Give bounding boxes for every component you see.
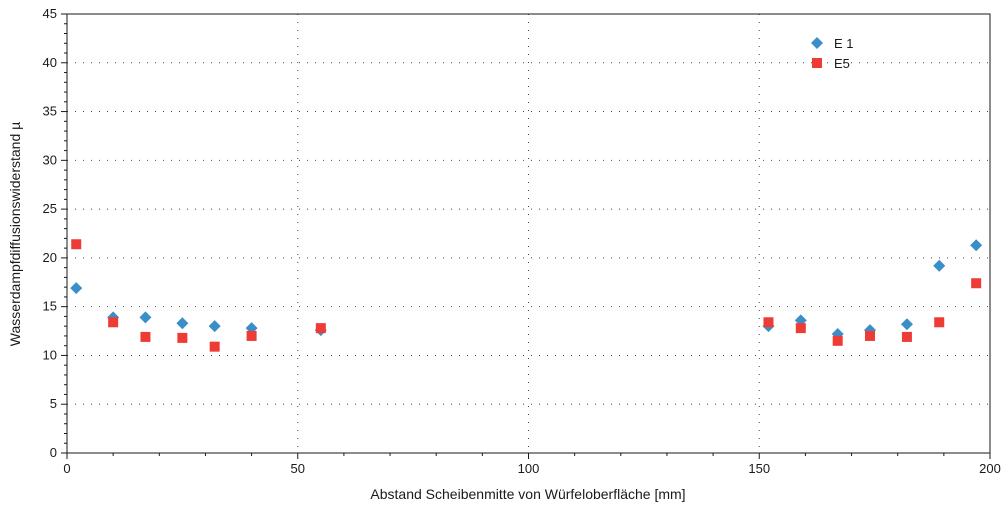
x-tick-label: 150 <box>748 461 770 476</box>
y-tick-label: 40 <box>43 55 57 70</box>
data-point-e5 <box>763 317 774 328</box>
data-point-e5 <box>177 332 188 343</box>
legend-label: E 1 <box>834 36 854 51</box>
legend-marker-e5 <box>812 58 822 68</box>
y-tick-label: 0 <box>50 445 57 460</box>
y-tick-label: 5 <box>50 396 57 411</box>
data-point-e1 <box>970 239 983 252</box>
data-point-e5 <box>865 330 876 341</box>
y-tick-label: 45 <box>43 6 57 21</box>
data-point-e5 <box>901 331 912 342</box>
x-tick-label: 100 <box>518 461 540 476</box>
data-point-e5 <box>971 278 982 289</box>
y-tick-label: 25 <box>43 201 57 216</box>
data-point-e5 <box>71 239 82 250</box>
data-point-e1 <box>208 320 221 333</box>
y-tick-label: 15 <box>43 299 57 314</box>
data-point-e1 <box>70 282 83 295</box>
plot-frame <box>66 13 991 454</box>
legend-label: E5 <box>834 56 850 71</box>
y-tick-label: 10 <box>43 347 57 362</box>
data-point-e1 <box>933 259 946 272</box>
data-point-e5 <box>934 317 945 328</box>
y-tick-label: 20 <box>43 250 57 265</box>
data-point-e5 <box>246 330 257 341</box>
x-tick-label: 0 <box>63 461 70 476</box>
tick-labels: 0 5 10 15 20 25 30 35 40 45 0 50 100 150 200 <box>43 6 1001 476</box>
legend-marker-e1 <box>811 37 823 49</box>
grid <box>67 14 990 453</box>
data-point-e5 <box>108 317 119 328</box>
data-point-e1 <box>176 317 189 330</box>
data-point-e1 <box>900 318 913 331</box>
y-axis-title: Wasserdampfdiffusionswiderstand µ <box>7 122 23 346</box>
data-point-e5 <box>315 323 326 334</box>
data-point-e5 <box>795 323 806 334</box>
data-point-e5 <box>832 335 843 346</box>
x-axis-title: Abstand Scheibenmitte von Würfeloberfläc… <box>370 486 685 502</box>
y-tick-label: 35 <box>43 104 57 119</box>
legend: E 1E5 <box>811 36 854 71</box>
data-point-e5 <box>209 341 220 352</box>
data-point-e5 <box>140 331 151 342</box>
x-tick-label: 50 <box>291 461 305 476</box>
data-points <box>70 239 983 352</box>
axes <box>61 13 991 459</box>
data-point-e1 <box>139 311 152 324</box>
x-tick-label: 200 <box>979 461 1001 476</box>
y-tick-label: 30 <box>43 152 57 167</box>
